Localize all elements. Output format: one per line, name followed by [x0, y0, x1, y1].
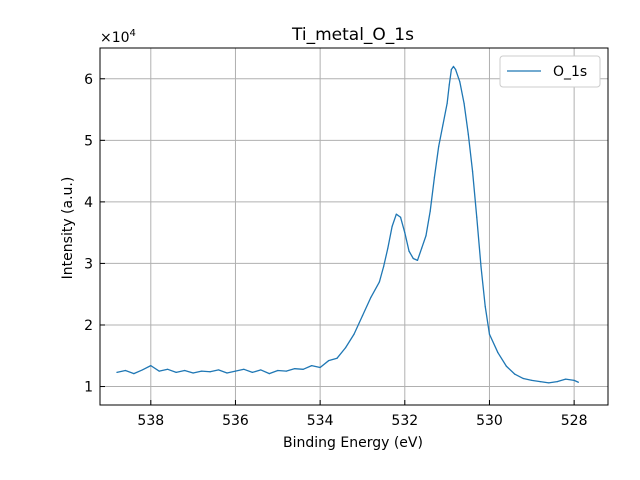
- y-tick-label: 3: [84, 256, 93, 272]
- data-point: [433, 176, 436, 178]
- y-tick-label: 2: [84, 318, 93, 334]
- data-point: [471, 170, 474, 172]
- legend: O_1s: [499, 55, 601, 88]
- data-point: [467, 133, 469, 135]
- data-point: [573, 379, 575, 381]
- y-axis-title: Intensity (a.u.): [60, 177, 76, 280]
- data-point: [480, 265, 482, 268]
- data-point: [344, 347, 347, 349]
- data-point: [522, 377, 524, 380]
- data-point: [328, 360, 330, 362]
- data-point: [556, 381, 558, 383]
- data-point: [452, 65, 455, 68]
- data-point: [141, 369, 143, 371]
- data-point: [260, 369, 262, 371]
- data-point: [319, 366, 321, 369]
- data-point: [429, 210, 431, 212]
- data-point: [294, 368, 296, 370]
- data-point: [150, 365, 152, 367]
- x-axis-title: Binding Energy (eV): [283, 435, 423, 451]
- data-point: [463, 102, 465, 104]
- data-point: [124, 369, 126, 372]
- x-tick-label: 532: [391, 413, 418, 429]
- y-tick-label: 1: [84, 380, 93, 396]
- data-point: [488, 333, 491, 335]
- data-point: [476, 216, 478, 218]
- data-point: [448, 84, 450, 86]
- data-point: [505, 365, 507, 367]
- plot-frame: [99, 47, 609, 406]
- data-point: [446, 102, 448, 104]
- data-point: [192, 372, 194, 374]
- data-point: [565, 378, 567, 380]
- x-tick-label: 538: [137, 413, 164, 429]
- data-point: [361, 315, 364, 317]
- data-point: [416, 259, 419, 261]
- data-point: [217, 369, 220, 371]
- data-point: [175, 371, 177, 373]
- data-point: [548, 382, 550, 384]
- chart-title: Ti_metal_O_1s: [291, 25, 414, 45]
- data-point: [408, 250, 410, 252]
- data-point: [442, 124, 444, 126]
- data-point: [455, 68, 457, 71]
- x-tick-label: 530: [476, 413, 503, 429]
- y-tick-label: 6: [84, 72, 93, 88]
- data-point: [251, 371, 253, 373]
- series-layer: [116, 65, 579, 384]
- data-point: [531, 379, 533, 381]
- data-point: [383, 265, 385, 268]
- data-point: [497, 352, 499, 354]
- data-point: [302, 368, 304, 370]
- data-point: [243, 368, 245, 370]
- data-point: [133, 373, 135, 375]
- data-point: [539, 381, 541, 383]
- data-point: [226, 372, 228, 374]
- y-axis-multiplier-exponent: 4: [130, 28, 136, 39]
- data-point: [514, 373, 516, 375]
- data-point: [234, 370, 237, 372]
- data-point: [438, 145, 440, 148]
- data-point: [167, 368, 169, 370]
- data-point: [353, 333, 355, 335]
- x-tick-label: 528: [561, 413, 588, 429]
- y-axis-multiplier-base: ×10: [100, 30, 130, 46]
- legend-label-o-1s: O_1s: [553, 64, 587, 80]
- data-point: [268, 373, 270, 375]
- data-point: [311, 365, 313, 367]
- y-tick-label: 4: [84, 195, 93, 211]
- x-tick-label: 536: [222, 413, 249, 429]
- data-point: [421, 247, 423, 249]
- data-point: [450, 68, 452, 71]
- data-point: [404, 232, 406, 234]
- data-point: [395, 213, 397, 215]
- data-point: [184, 369, 186, 372]
- data-point: [378, 281, 380, 283]
- data-point: [459, 81, 461, 83]
- y-axis-multiplier: ×104: [100, 28, 136, 46]
- data-point: [399, 216, 402, 218]
- data-point: [370, 296, 372, 298]
- data-point: [158, 370, 160, 372]
- y-tick-label: 5: [84, 133, 93, 149]
- data-point: [277, 369, 279, 372]
- data-point: [412, 257, 414, 260]
- data-point: [391, 225, 393, 228]
- data-point: [425, 235, 427, 237]
- data-point: [484, 305, 486, 308]
- data-point: [201, 370, 203, 372]
- ticks: 538 536 534 532 530 528 1 2 3 4 5 6: [84, 72, 587, 429]
- legend-box: [499, 55, 601, 88]
- grid: [100, 48, 608, 405]
- x-tick-label: 534: [307, 413, 334, 429]
- data-point: [577, 381, 579, 383]
- data-point: [116, 371, 118, 373]
- data-point: [209, 371, 211, 373]
- data-point: [336, 357, 338, 359]
- data-point: [285, 370, 287, 372]
- data-point: [387, 247, 389, 249]
